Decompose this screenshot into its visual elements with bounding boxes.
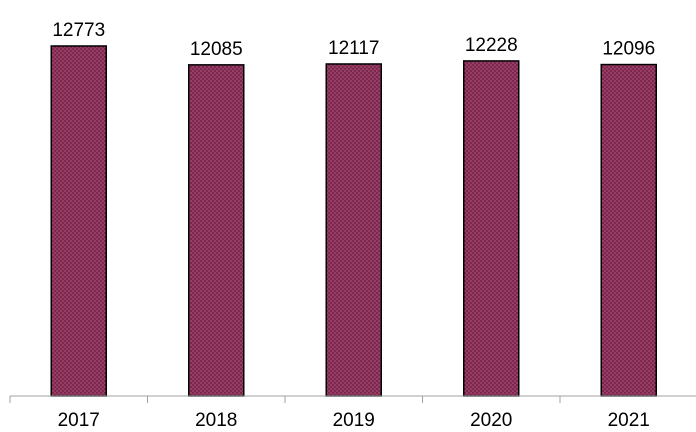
data-label-2020: 12228 [465,35,518,56]
bar-2021 [600,63,657,397]
data-labels: 12773 12085 12117 12228 12096 [52,20,655,60]
bar-2018 [188,64,245,397]
x-axis-tick-labels: 2017 2018 2019 2020 2021 [58,410,650,431]
x-tick-label-2021: 2021 [608,410,650,431]
x-tick-label-2018: 2018 [195,410,237,431]
data-label-2018: 12085 [190,39,243,60]
data-label-2021: 12096 [602,39,655,60]
x-tick-label-2019: 2019 [333,410,375,431]
bar-2017 [50,45,107,397]
data-label-2019: 12117 [328,38,379,59]
data-label-2017: 12773 [52,20,105,41]
x-tick-label-2017: 2017 [58,410,100,431]
bar-2019 [325,63,382,397]
x-axis-ticks [9,396,561,403]
bar-group [50,45,657,397]
bar-2020 [463,60,520,397]
x-tick-label-2020: 2020 [470,410,512,431]
